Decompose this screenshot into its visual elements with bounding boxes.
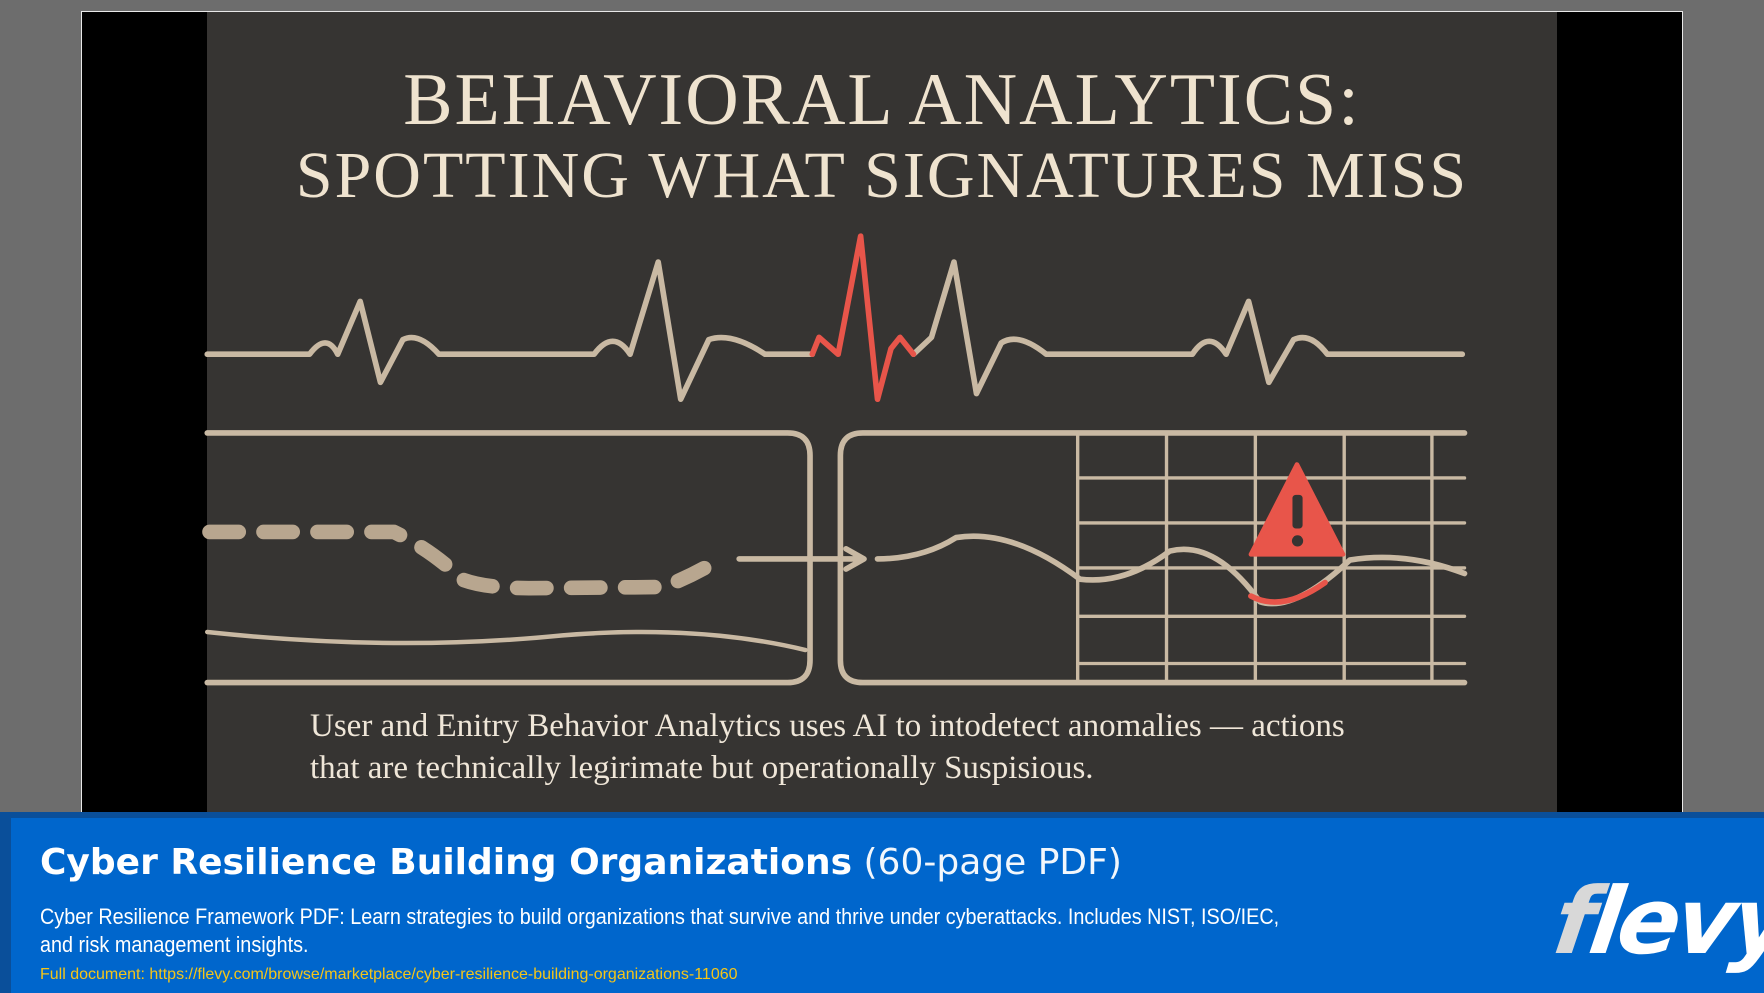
arrow-right: [736, 545, 867, 572]
left-panel-baseline: [205, 629, 808, 653]
ecg-anomaly-spike: [809, 233, 917, 403]
slide-caption: User and Enitry Behavior Analytics uses …: [310, 708, 1345, 744]
document-description: Cyber Resilience Framework PDF: Learn st…: [40, 904, 1280, 929]
document-banner: Cyber Resilience Building Organizations …: [0, 812, 1764, 993]
slide-caption-line2: that are technically legirimate but oper…: [310, 750, 1094, 786]
slide-canvas: [207, 12, 1557, 812]
document-title: Cyber Resilience Building Organizations …: [40, 842, 1122, 883]
left-panel: [204, 430, 813, 686]
anomaly-wave: [874, 533, 1468, 607]
anomaly-highlight: [1248, 579, 1328, 605]
dashed-path: [202, 524, 722, 596]
document-description-line2: and risk management insights.: [40, 932, 309, 957]
ecg-waveform: [204, 259, 816, 403]
ecg-waveform-right: [910, 259, 1466, 397]
warning-triangle-icon: [1248, 462, 1346, 557]
page-count: (60-page PDF): [863, 842, 1122, 883]
slide-subtitle: SPOTTING WHAT SIGNATURES MISS: [295, 139, 1469, 212]
slide-title: BEHAVIORAL ANALYTICS:: [403, 59, 1361, 141]
document-title-text: Cyber Resilience Building Organizations: [40, 842, 853, 883]
flevy-logo[interactable]: flevy: [1547, 868, 1764, 975]
full-document-link[interactable]: Full document: https://flevy.com/browse/…: [40, 966, 738, 983]
